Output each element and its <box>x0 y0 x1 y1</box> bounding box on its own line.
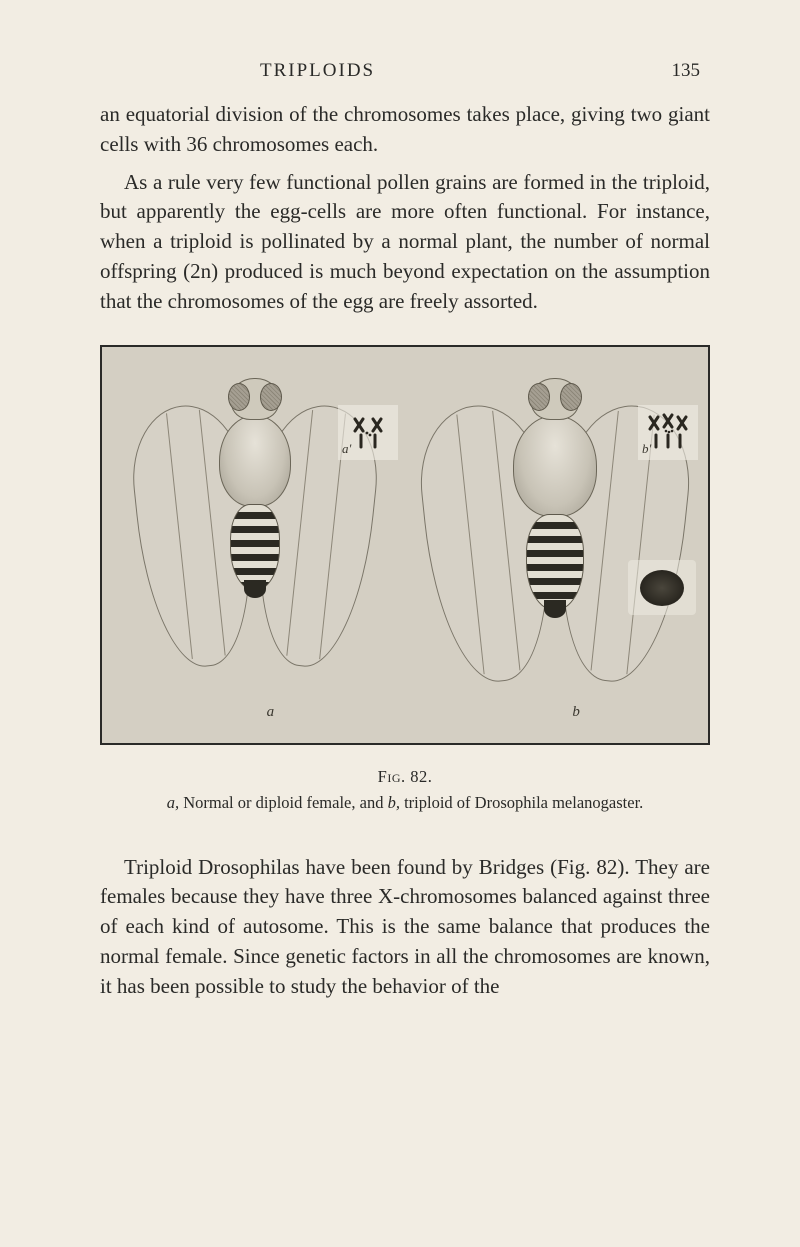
paragraph-1: an equatorial division of the chromosome… <box>100 100 710 160</box>
paragraph-2: As a rule very few functional pollen gra… <box>100 168 710 317</box>
eye-right-icon <box>260 383 282 411</box>
figure-82: a' a <box>100 345 710 815</box>
chromosome-inset-a-label: a' <box>342 441 351 457</box>
panel-a-label: a <box>267 704 275 721</box>
panel-b-label: b <box>572 704 580 721</box>
eye-detail-icon <box>640 570 684 606</box>
abdomen-tip-icon <box>244 580 266 598</box>
chromosome-inset-b: b' <box>638 405 698 460</box>
figure-panel-a: a' a <box>110 355 400 735</box>
caption-italic-b: b, <box>388 793 400 812</box>
figure-number: Fig. 82. <box>100 765 710 789</box>
caption-text-1: Normal or diploid female, and <box>179 793 387 812</box>
figure-panel-b: b' b <box>410 355 700 735</box>
chromosome-inset-b-label: b' <box>642 441 651 457</box>
head-icon <box>231 378 279 420</box>
running-title: TRIPLOIDS <box>260 60 375 82</box>
caption-italic-a: a, <box>167 793 179 812</box>
eye-detail-inset <box>628 560 696 615</box>
eye-left-icon <box>528 383 550 411</box>
thorax-icon <box>513 415 597 517</box>
eye-left-icon <box>228 383 250 411</box>
paragraph-3: Triploid Drosophilas have been found by … <box>100 853 710 1002</box>
fly-illustration-diploid <box>219 365 291 507</box>
figure-frame: a' a <box>100 345 710 745</box>
figure-caption: Fig. 82. a, Normal or diploid female, an… <box>100 765 710 815</box>
chromosome-inset-a: a' <box>338 405 398 460</box>
caption-text-2: triploid of Drosophila melanogaster. <box>400 793 643 812</box>
head-icon <box>531 378 579 420</box>
page-number: 135 <box>672 60 701 82</box>
abdomen-icon <box>526 514 584 611</box>
figure-caption-text: a, Normal or diploid female, and b, trip… <box>167 793 644 812</box>
chromosome-diploid-icon <box>347 413 389 451</box>
eye-right-icon <box>560 383 582 411</box>
fly-illustration-triploid <box>513 365 597 517</box>
page-container: TRIPLOIDS 135 an equatorial division of … <box>0 0 800 1070</box>
abdomen-icon <box>230 504 280 591</box>
abdomen-tip-icon <box>544 600 566 618</box>
running-header: TRIPLOIDS 135 <box>100 60 710 82</box>
thorax-icon <box>219 415 291 507</box>
